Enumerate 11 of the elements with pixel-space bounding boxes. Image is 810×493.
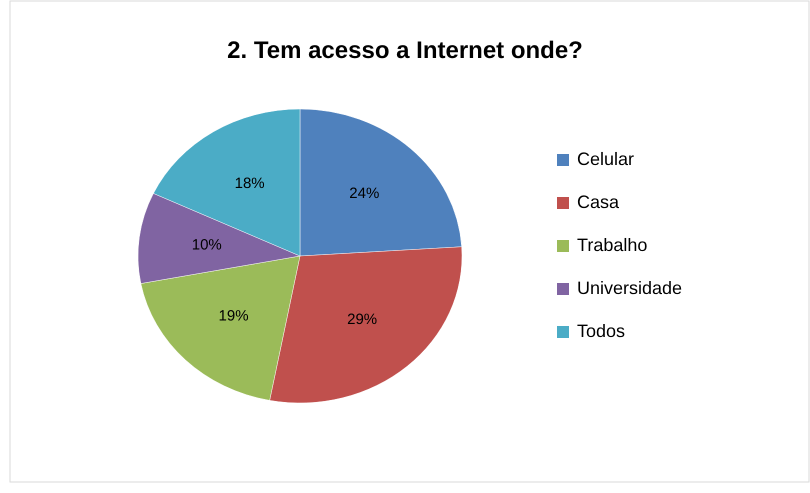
legend-label: Todos	[577, 320, 626, 341]
data-label: 18%	[234, 174, 265, 192]
data-label: 10%	[192, 236, 222, 254]
legend-label: Universidade	[577, 278, 682, 298]
data-label: 24%	[349, 184, 380, 202]
legend-label: Trabalho	[577, 234, 648, 255]
legend-label: Celular	[577, 148, 634, 169]
data-label: 29%	[347, 310, 378, 328]
legend-label: Casa	[577, 192, 620, 212]
data-label: 19%	[218, 307, 249, 324]
chart-title: 2. Tem acesso a Internet onde?	[227, 37, 583, 64]
